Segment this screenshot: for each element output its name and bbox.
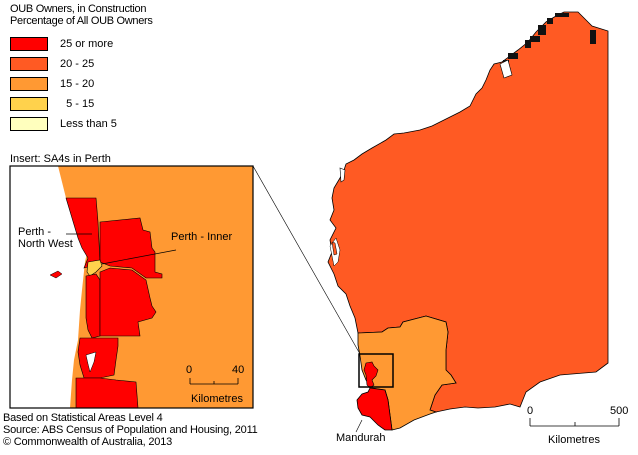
legend-title: OUB Owners, in Construction Percentage o… [10,3,153,27]
legend-swatch [10,117,48,131]
main-scale-bar [529,418,620,427]
footer-notes: Based on Statistical Areas Level 4 Sourc… [3,412,258,448]
legend-swatch [10,77,48,91]
legend-label: 5 - 15 [60,98,95,110]
main-scale-unit: Kilometres [548,434,600,446]
inset-frame [9,165,254,409]
label-line: Perth - [18,226,52,238]
inset-scale-end: 40 [232,364,245,376]
footer-line-3: © Commonwealth of Australia, 2013 [3,436,173,448]
region-mandurah [356,387,393,431]
region-outback-wa [327,11,609,413]
label-perth-inner: Perth - Inner [171,231,233,243]
inset-extent-box [358,353,394,388]
footer-line-2: Source: ABS Census of Population and Hou… [3,424,258,436]
legend-title-line1: OUB Owners, in Construction [10,3,147,15]
inset-scale-start: 0 [186,364,193,376]
inset-scale-bar [189,378,239,385]
label-mandurah: Mandurah [336,432,386,444]
main-map [252,11,609,433]
main-scale-start: 0 [527,405,534,417]
legend-swatch [10,37,48,51]
legend-swatch [10,97,48,111]
footer-line-1: Based on Statistical Areas Level 4 [3,412,163,424]
main-scale-end: 500 [610,405,629,417]
label-line: North West [18,238,73,250]
label-perth-north-west: Perth - North West [18,226,73,250]
legend-label: Less than 5 [60,118,117,130]
inset-title: Insert: SA4s in Perth [10,153,111,165]
legend-label: 15 - 20 [60,78,95,90]
legend-label: 25 or more [60,38,114,50]
legend-swatch [10,57,48,71]
legend-label: 20 - 25 [60,58,95,70]
inset-map [9,165,254,409]
inset-scale-unit: Kilometres [191,393,243,405]
region-perth-metro [363,361,379,389]
legend-title-line2: Percentage of All OUB Owners [10,15,153,27]
